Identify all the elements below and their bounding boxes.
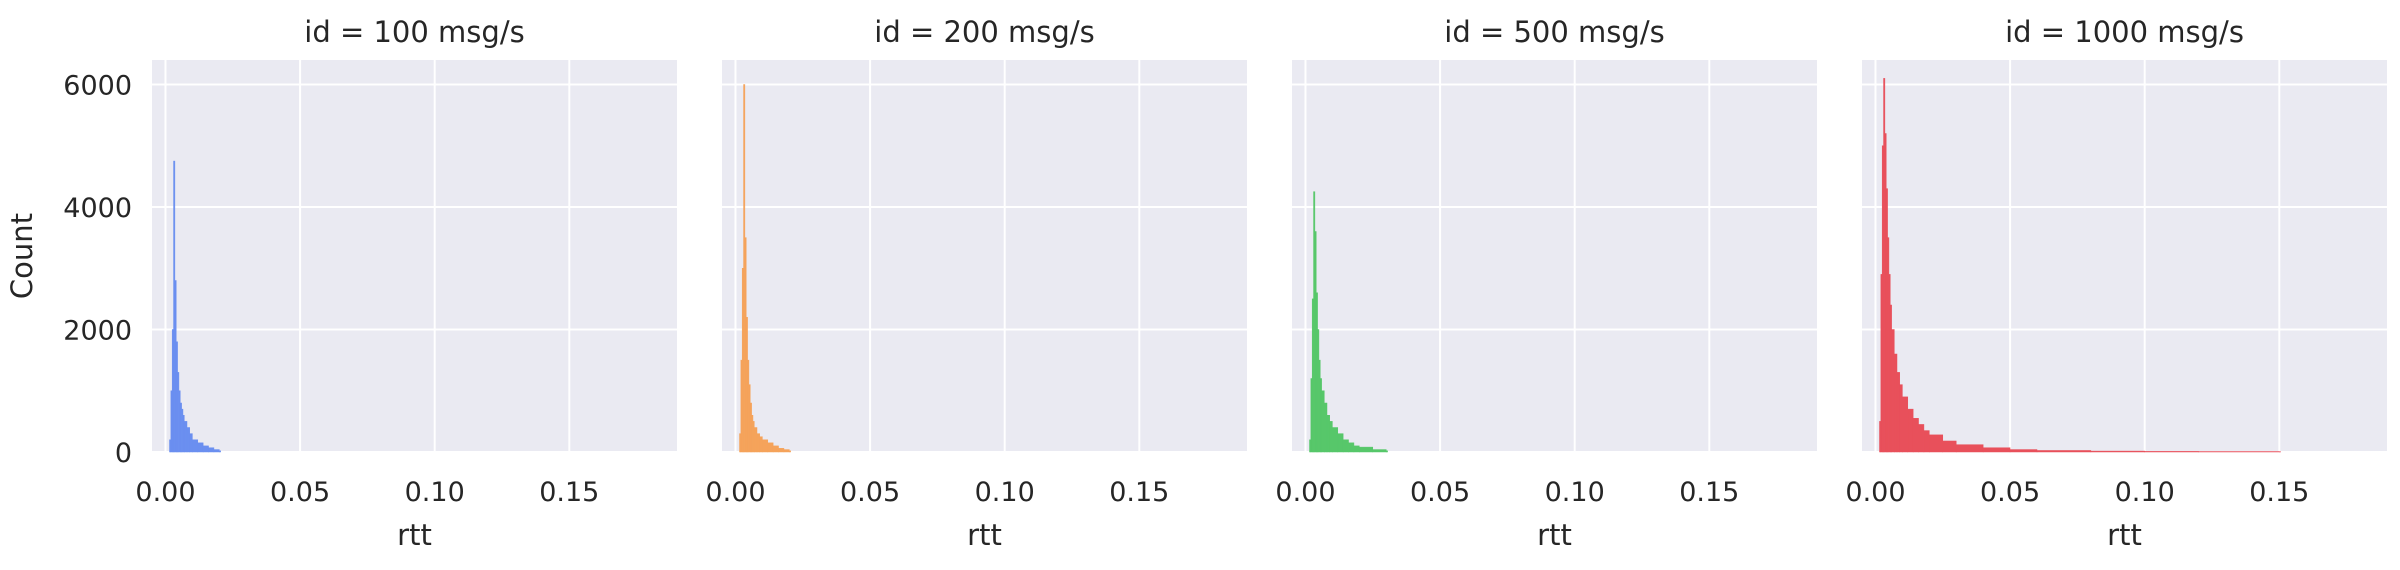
histogram-bar xyxy=(202,445,209,453)
x-tick-label: 0.00 xyxy=(705,477,765,508)
histogram-bar xyxy=(1321,390,1325,453)
x-tick-label: 0.15 xyxy=(1109,477,1169,508)
panel-3: id = 500 msg/s 0.00 0.05 0.10 0.15 rtt xyxy=(1275,15,1817,552)
y-tick-label: 2000 xyxy=(63,316,132,347)
histogram-bar xyxy=(1896,372,1900,453)
histogram-bar xyxy=(1324,402,1328,453)
plot-background xyxy=(152,60,677,452)
x-tick-label: 0.05 xyxy=(1410,477,1470,508)
panel-1: id = 100 msg/s 0.00 0.05 0.10 0.15 rtt 0 2000 40… xyxy=(63,15,677,552)
x-tick-label: 0.10 xyxy=(1545,477,1605,508)
histogram-bar xyxy=(213,449,220,453)
histogram-bar xyxy=(1353,445,1360,453)
x-tick-label: 0.00 xyxy=(135,477,195,508)
histogram-bar xyxy=(754,427,758,453)
panel-title: id = 200 msg/s xyxy=(874,15,1094,49)
x-tick-label: 0.15 xyxy=(1679,477,1739,508)
histogram-bar xyxy=(197,442,204,453)
panel-title: id = 1000 msg/s xyxy=(2005,15,2244,49)
histogram-bar xyxy=(1942,440,1957,453)
histogram-bar xyxy=(208,447,215,453)
y-tick-label: 0 xyxy=(115,438,132,469)
histogram-bar xyxy=(759,436,763,453)
x-tick-label: 0.05 xyxy=(270,477,330,508)
histogram-bar xyxy=(778,448,785,453)
y-tick-label: 6000 xyxy=(63,71,132,102)
x-tick-label: 0.15 xyxy=(539,477,599,508)
histogram-bar xyxy=(1332,427,1339,453)
panel-4: id = 1000 msg/s 0.00 0.05 0.10 0.15 rtt xyxy=(1845,15,2387,552)
x-tick-label: 0.00 xyxy=(1275,477,1335,508)
panel-title: id = 100 msg/s xyxy=(304,15,524,49)
histogram-bar xyxy=(186,427,190,453)
histogram-bar xyxy=(1918,424,1925,453)
histogram-bar xyxy=(1902,396,1909,453)
histogram-bar xyxy=(1359,446,1374,453)
x-tick-label: 0.10 xyxy=(2115,477,2175,508)
histogram-bar xyxy=(767,442,774,453)
x-tick-label: 0.05 xyxy=(1980,477,2040,508)
x-axis-label: rtt xyxy=(2107,518,2142,552)
plot-background xyxy=(1862,60,2387,452)
histogram-bar xyxy=(2144,451,2199,453)
histogram-bar xyxy=(1372,449,1387,453)
plot-background xyxy=(722,60,1247,452)
x-axis-label: rtt xyxy=(967,518,1002,552)
histogram-bar xyxy=(1337,433,1344,453)
x-tick-label: 0.10 xyxy=(975,477,1035,508)
x-axis-label: rtt xyxy=(397,518,432,552)
histogram-bar xyxy=(1929,434,1944,453)
histogram-bar xyxy=(1329,421,1333,453)
histogram-bar xyxy=(2090,450,2145,453)
y-axis-label: Count xyxy=(5,213,39,299)
plot-background xyxy=(1292,60,1817,452)
histogram-bar xyxy=(1326,415,1330,453)
histogram-bar xyxy=(1891,329,1895,453)
histogram-bar xyxy=(1912,418,1919,453)
histogram-bar xyxy=(1348,442,1355,453)
histogram-bar xyxy=(1907,408,1914,453)
histogram-bar xyxy=(1982,447,2011,453)
histogram-bar xyxy=(189,433,193,453)
histogram-bar xyxy=(184,421,188,453)
x-axis-label: rtt xyxy=(1537,518,1572,552)
histogram-bar xyxy=(219,450,221,453)
histogram-bar xyxy=(772,445,779,453)
histogram-bar xyxy=(2009,449,2038,453)
y-tick-label: 4000 xyxy=(63,193,132,224)
panel-2: id = 200 msg/s 0.00 0.05 0.10 0.15 rtt xyxy=(705,15,1247,552)
histogram-bar xyxy=(1385,450,1388,453)
histogram-bar xyxy=(192,439,199,453)
histogram-bar xyxy=(762,439,769,453)
x-tick-label: 0.00 xyxy=(1845,477,1905,508)
histogram-bar xyxy=(2036,450,2092,453)
histogram-bar xyxy=(1955,444,1984,453)
x-tick-label: 0.10 xyxy=(405,477,465,508)
histogram-bar xyxy=(1342,439,1349,453)
histogram-bar xyxy=(783,449,790,453)
histogram-bar xyxy=(756,433,760,453)
histogram-bar xyxy=(789,450,791,453)
histogram-bar xyxy=(1899,384,1903,453)
x-tick-label: 0.15 xyxy=(2249,477,2309,508)
histogram-bar xyxy=(1894,353,1898,453)
histogram-bar xyxy=(1923,430,1930,453)
x-tick-label: 0.05 xyxy=(840,477,900,508)
panel-title: id = 500 msg/s xyxy=(1444,15,1664,49)
